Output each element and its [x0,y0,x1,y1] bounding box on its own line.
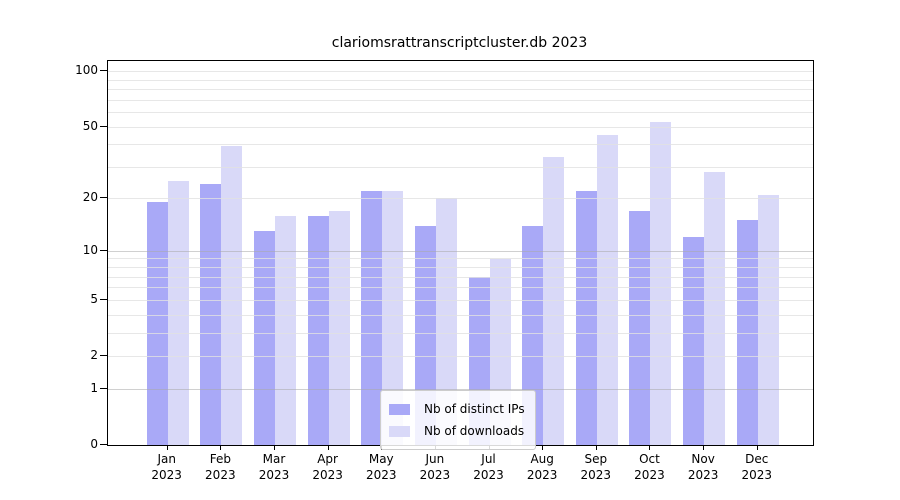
y-tick-mark-1 [100,387,107,389]
gridline-40 [108,144,813,146]
bar-ips-may [361,191,383,445]
x-tick-label-jul: Jul 2023 [473,452,504,482]
y-tick-label-2: 2 [90,348,98,362]
bar-downloads-feb [221,146,243,445]
x-tick-mark-aug [542,445,544,450]
bar-downloads-oct [650,121,672,445]
gridline-50 [108,126,813,128]
x-tick-mark-sep [595,445,597,450]
bar-downloads-may [382,191,404,445]
x-tick-label-feb: Feb 2023 [205,452,236,482]
gridline-30 [108,166,813,168]
y-tick-label-20: 20 [82,190,98,205]
x-tick-label-dec: Dec 2023 [741,452,772,482]
bar-downloads-jun [435,198,457,445]
y-tick-mark-50 [100,125,107,127]
bar-ips-feb [200,184,222,445]
bar-ips-jan [146,202,168,445]
bar-downloads-aug [543,157,565,445]
legend-entry-downloads: Nb of downloads [389,420,525,442]
bar-downloads-nov [704,172,726,445]
x-tick-label-nov: Nov 2023 [687,452,719,482]
bar-ips-dec [736,220,758,445]
y-tick-mark-10 [100,249,107,251]
y-tick-mark-100 [100,70,107,72]
y-tick-label-100: 100 [75,63,98,78]
x-tick-mark-oct [649,445,651,450]
gridline-80 [108,89,813,91]
x-tick-mark-dec [756,445,758,450]
bar-ips-sep [575,191,597,445]
y-tick-mark-5 [100,298,107,300]
y-tick-label-10: 10 [82,242,98,257]
bar-downloads-sep [596,134,618,445]
bar-downloads-jan [167,181,189,445]
gridline-60 [108,112,813,114]
legend-swatch-ips [389,403,410,415]
y-tick-mark-2 [100,355,107,356]
bar-ips-apr [307,215,329,445]
y-tick-label-50: 50 [82,118,98,133]
x-tick-mark-feb [220,445,222,450]
bar-ips-mar [253,231,275,445]
x-tick-label-jun: Jun 2023 [419,452,451,482]
legend-label-ips: Nb of distinct IPs [424,402,525,416]
gridline-70 [108,99,813,101]
legend-entry-ips: Nb of distinct IPs [389,398,525,420]
y-tick-label-0: 0 [90,437,98,451]
bar-downloads-apr [328,210,350,445]
x-tick-mark-apr [327,445,329,450]
x-tick-mark-mar [273,445,275,450]
bar-ips-oct [629,210,651,445]
x-tick-mark-jan [166,445,168,450]
bar-downloads-dec [757,194,779,445]
y-tick-label-1: 1 [90,380,98,395]
gridline-90 [108,79,813,81]
chart-title: clariomsrattranscriptcluster.db 2023 [331,35,588,51]
chart-legend: Nb of distinct IPs Nb of downloads [380,390,536,450]
x-tick-label-mar: Mar 2023 [258,452,290,482]
y-tick-mark-0 [100,444,107,445]
bar-downloads-mar [274,215,296,445]
x-tick-label-sep: Sep 2023 [580,452,612,482]
gridline-100 [108,71,813,73]
bar-ips-nov [683,237,705,445]
y-tick-mark-20 [100,197,107,199]
legend-swatch-downloads [389,425,410,437]
x-tick-label-apr: Apr 2023 [312,452,343,482]
y-tick-label-5: 5 [90,291,98,306]
x-tick-label-oct: Oct 2023 [634,452,665,482]
x-tick-label-jan: Jan 2023 [151,452,182,482]
x-tick-mark-nov [703,445,705,450]
x-tick-label-aug: Aug 2023 [526,452,558,482]
plot-area: Nb of distinct IPs Nb of downloads [107,60,814,450]
legend-label-downloads: Nb of downloads [424,424,525,438]
x-tick-label-may: May 2023 [365,452,397,482]
